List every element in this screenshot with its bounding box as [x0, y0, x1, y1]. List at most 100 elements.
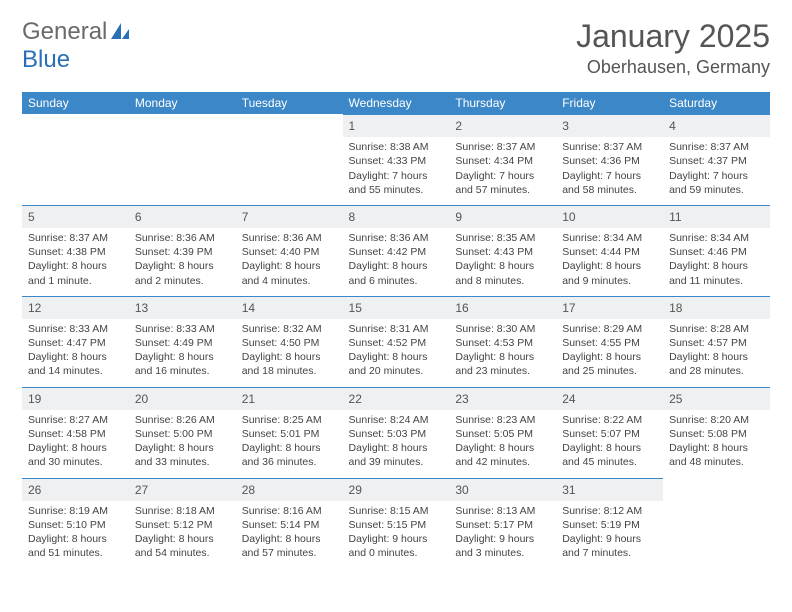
day-number: 15 — [343, 296, 450, 319]
calendar-day-cell: 12Sunrise: 8:33 AMSunset: 4:47 PMDayligh… — [22, 296, 129, 387]
daylight-text: Daylight: 8 hours and 6 minutes. — [349, 259, 444, 287]
day-number: 23 — [449, 387, 556, 410]
day-number: 22 — [343, 387, 450, 410]
sunset-text: Sunset: 4:53 PM — [455, 336, 550, 350]
daylight-text: Daylight: 8 hours and 11 minutes. — [669, 259, 764, 287]
weekday-header: Sunday — [22, 92, 129, 114]
day-body: Sunrise: 8:26 AMSunset: 5:00 PMDaylight:… — [129, 410, 236, 478]
day-number: 14 — [236, 296, 343, 319]
daylight-text: Daylight: 8 hours and 8 minutes. — [455, 259, 550, 287]
sunset-text: Sunset: 5:00 PM — [135, 427, 230, 441]
calendar-day-cell: 17Sunrise: 8:29 AMSunset: 4:55 PMDayligh… — [556, 296, 663, 387]
sunrise-text: Sunrise: 8:37 AM — [562, 140, 657, 154]
day-body: Sunrise: 8:25 AMSunset: 5:01 PMDaylight:… — [236, 410, 343, 478]
daylight-text: Daylight: 8 hours and 57 minutes. — [242, 532, 337, 560]
daylight-text: Daylight: 8 hours and 16 minutes. — [135, 350, 230, 378]
daylight-text: Daylight: 8 hours and 20 minutes. — [349, 350, 444, 378]
calendar-day-cell: 23Sunrise: 8:23 AMSunset: 5:05 PMDayligh… — [449, 387, 556, 478]
weekday-header: Thursday — [449, 92, 556, 114]
sunset-text: Sunset: 5:14 PM — [242, 518, 337, 532]
day-body: Sunrise: 8:29 AMSunset: 4:55 PMDaylight:… — [556, 319, 663, 387]
title-block: January 2025 Oberhausen, Germany — [576, 18, 770, 78]
sunset-text: Sunset: 4:43 PM — [455, 245, 550, 259]
calendar-day-cell: 9Sunrise: 8:35 AMSunset: 4:43 PMDaylight… — [449, 205, 556, 296]
day-body: Sunrise: 8:28 AMSunset: 4:57 PMDaylight:… — [663, 319, 770, 387]
sunset-text: Sunset: 5:15 PM — [349, 518, 444, 532]
sunset-text: Sunset: 4:52 PM — [349, 336, 444, 350]
calendar-day-cell: 20Sunrise: 8:26 AMSunset: 5:00 PMDayligh… — [129, 387, 236, 478]
day-body: Sunrise: 8:37 AMSunset: 4:34 PMDaylight:… — [449, 137, 556, 205]
sunset-text: Sunset: 5:12 PM — [135, 518, 230, 532]
sunset-text: Sunset: 4:58 PM — [28, 427, 123, 441]
sunset-text: Sunset: 4:46 PM — [669, 245, 764, 259]
day-body: Sunrise: 8:23 AMSunset: 5:05 PMDaylight:… — [449, 410, 556, 478]
sunrise-text: Sunrise: 8:33 AM — [135, 322, 230, 336]
day-number: 2 — [449, 114, 556, 137]
sunrise-text: Sunrise: 8:27 AM — [28, 413, 123, 427]
calendar-week-row: 19Sunrise: 8:27 AMSunset: 4:58 PMDayligh… — [22, 387, 770, 478]
calendar-day-cell: 29Sunrise: 8:15 AMSunset: 5:15 PMDayligh… — [343, 478, 450, 569]
day-number: 30 — [449, 478, 556, 501]
day-body: Sunrise: 8:36 AMSunset: 4:39 PMDaylight:… — [129, 228, 236, 296]
sunset-text: Sunset: 4:47 PM — [28, 336, 123, 350]
sunset-text: Sunset: 4:39 PM — [135, 245, 230, 259]
day-body: Sunrise: 8:34 AMSunset: 4:46 PMDaylight:… — [663, 228, 770, 296]
sunset-text: Sunset: 5:19 PM — [562, 518, 657, 532]
calendar-day-cell: 7Sunrise: 8:36 AMSunset: 4:40 PMDaylight… — [236, 205, 343, 296]
sunset-text: Sunset: 5:07 PM — [562, 427, 657, 441]
day-body: Sunrise: 8:18 AMSunset: 5:12 PMDaylight:… — [129, 501, 236, 569]
calendar-day-cell: 19Sunrise: 8:27 AMSunset: 4:58 PMDayligh… — [22, 387, 129, 478]
day-body: Sunrise: 8:20 AMSunset: 5:08 PMDaylight:… — [663, 410, 770, 478]
daylight-text: Daylight: 8 hours and 23 minutes. — [455, 350, 550, 378]
day-number: 28 — [236, 478, 343, 501]
sunrise-text: Sunrise: 8:37 AM — [669, 140, 764, 154]
day-body: Sunrise: 8:22 AMSunset: 5:07 PMDaylight:… — [556, 410, 663, 478]
daylight-text: Daylight: 9 hours and 7 minutes. — [562, 532, 657, 560]
sunrise-text: Sunrise: 8:29 AM — [562, 322, 657, 336]
day-number: 1 — [343, 114, 450, 137]
day-number: 4 — [663, 114, 770, 137]
day-number: 6 — [129, 205, 236, 228]
calendar-day-cell — [663, 478, 770, 569]
day-body: Sunrise: 8:30 AMSunset: 4:53 PMDaylight:… — [449, 319, 556, 387]
day-number: 9 — [449, 205, 556, 228]
daylight-text: Daylight: 7 hours and 58 minutes. — [562, 169, 657, 197]
sunrise-text: Sunrise: 8:34 AM — [669, 231, 764, 245]
daylight-text: Daylight: 8 hours and 1 minute. — [28, 259, 123, 287]
calendar-day-cell: 1Sunrise: 8:38 AMSunset: 4:33 PMDaylight… — [343, 114, 450, 205]
day-number: 3 — [556, 114, 663, 137]
daylight-text: Daylight: 8 hours and 25 minutes. — [562, 350, 657, 378]
calendar-day-cell: 24Sunrise: 8:22 AMSunset: 5:07 PMDayligh… — [556, 387, 663, 478]
daylight-text: Daylight: 8 hours and 48 minutes. — [669, 441, 764, 469]
calendar-day-cell: 21Sunrise: 8:25 AMSunset: 5:01 PMDayligh… — [236, 387, 343, 478]
sunset-text: Sunset: 4:33 PM — [349, 154, 444, 168]
location-label: Oberhausen, Germany — [576, 57, 770, 78]
calendar-day-cell: 10Sunrise: 8:34 AMSunset: 4:44 PMDayligh… — [556, 205, 663, 296]
sunrise-text: Sunrise: 8:13 AM — [455, 504, 550, 518]
day-body: Sunrise: 8:36 AMSunset: 4:40 PMDaylight:… — [236, 228, 343, 296]
sunset-text: Sunset: 4:34 PM — [455, 154, 550, 168]
weekday-header: Wednesday — [343, 92, 450, 114]
sunset-text: Sunset: 5:17 PM — [455, 518, 550, 532]
daylight-text: Daylight: 8 hours and 54 minutes. — [135, 532, 230, 560]
daylight-text: Daylight: 8 hours and 45 minutes. — [562, 441, 657, 469]
sunrise-text: Sunrise: 8:24 AM — [349, 413, 444, 427]
day-body: Sunrise: 8:37 AMSunset: 4:36 PMDaylight:… — [556, 137, 663, 205]
logo-sail-icon — [109, 21, 131, 43]
calendar-day-cell: 3Sunrise: 8:37 AMSunset: 4:36 PMDaylight… — [556, 114, 663, 205]
day-body: Sunrise: 8:37 AMSunset: 4:38 PMDaylight:… — [22, 228, 129, 296]
daylight-text: Daylight: 8 hours and 39 minutes. — [349, 441, 444, 469]
day-number: 27 — [129, 478, 236, 501]
sunset-text: Sunset: 4:38 PM — [28, 245, 123, 259]
calendar-day-cell: 18Sunrise: 8:28 AMSunset: 4:57 PMDayligh… — [663, 296, 770, 387]
sunrise-text: Sunrise: 8:19 AM — [28, 504, 123, 518]
day-body: Sunrise: 8:15 AMSunset: 5:15 PMDaylight:… — [343, 501, 450, 569]
calendar-day-cell — [22, 114, 129, 205]
page-title: January 2025 — [576, 18, 770, 55]
day-number: 17 — [556, 296, 663, 319]
sunrise-text: Sunrise: 8:34 AM — [562, 231, 657, 245]
calendar-week-row: 5Sunrise: 8:37 AMSunset: 4:38 PMDaylight… — [22, 205, 770, 296]
day-number: 7 — [236, 205, 343, 228]
day-body: Sunrise: 8:12 AMSunset: 5:19 PMDaylight:… — [556, 501, 663, 569]
sunrise-text: Sunrise: 8:12 AM — [562, 504, 657, 518]
